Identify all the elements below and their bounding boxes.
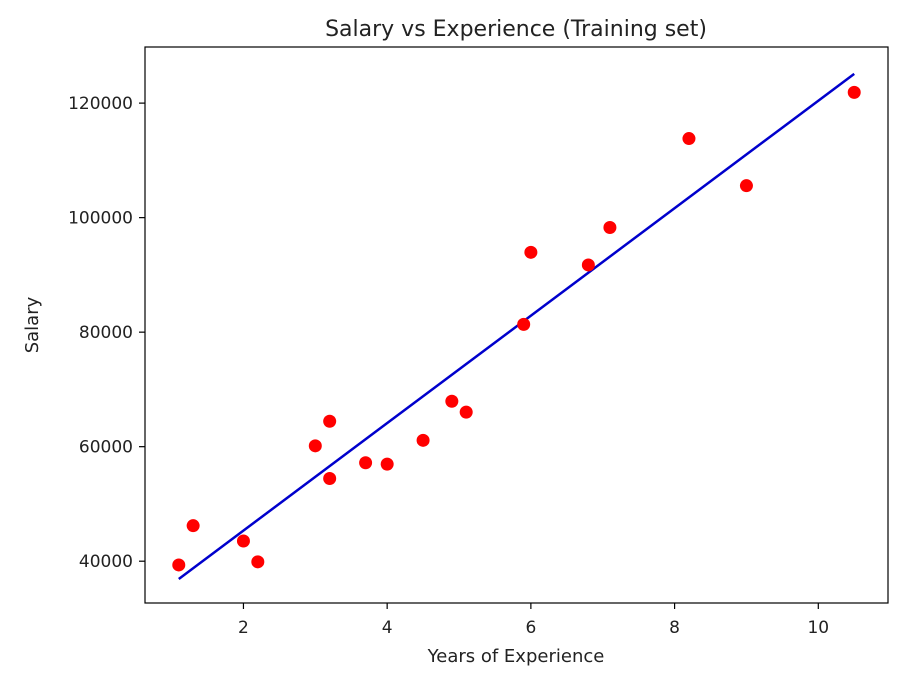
x-tick-label-10: 10 xyxy=(807,618,829,638)
scatter-point-13 xyxy=(517,317,531,331)
x-tick-label-4: 4 xyxy=(382,618,393,638)
regression-line xyxy=(178,72,855,580)
scatter-point-18 xyxy=(739,179,753,193)
data-layer xyxy=(172,72,861,580)
x-axis: 2 4 6 8 10 xyxy=(238,603,829,638)
y-axis: 40000 60000 80000 100000 120000 xyxy=(68,94,145,572)
scatter-point-4 xyxy=(251,555,265,569)
scatter-point-6 xyxy=(323,471,337,485)
scatter-point-9 xyxy=(380,457,394,471)
scatter-point-17 xyxy=(682,132,696,146)
chart-title: Salary vs Experience (Training set) xyxy=(325,17,707,42)
y-tick-label-80000: 80000 xyxy=(79,323,133,343)
y-tick-label-100000: 100000 xyxy=(68,209,133,229)
scatter-point-1 xyxy=(172,558,186,572)
scatter-point-2 xyxy=(186,519,200,533)
plot-area xyxy=(144,46,889,604)
x-tick-label-8: 8 xyxy=(669,618,680,638)
y-tick-label-60000: 60000 xyxy=(79,438,133,458)
scatter-point-15 xyxy=(581,258,595,272)
y-tick-label-120000: 120000 xyxy=(68,94,133,114)
scatter-point-19 xyxy=(847,85,861,99)
scatter-point-16 xyxy=(603,221,617,235)
scatter-point-12 xyxy=(459,405,473,419)
y-tick-label-40000: 40000 xyxy=(79,552,133,572)
x-tick-label-6: 6 xyxy=(525,618,536,638)
scatter-point-11 xyxy=(445,394,459,408)
x-axis-label: Years of Experience xyxy=(427,646,605,667)
scatter-point-3 xyxy=(236,534,250,548)
scatter-point-5 xyxy=(308,439,322,453)
scatter-point-7 xyxy=(323,414,337,428)
x-tick-label-2: 2 xyxy=(238,618,249,638)
scatter-point-10 xyxy=(416,433,430,447)
y-axis-label: Salary xyxy=(22,296,43,353)
scatter-point-14 xyxy=(524,245,538,259)
scatter-point-8 xyxy=(359,456,373,470)
